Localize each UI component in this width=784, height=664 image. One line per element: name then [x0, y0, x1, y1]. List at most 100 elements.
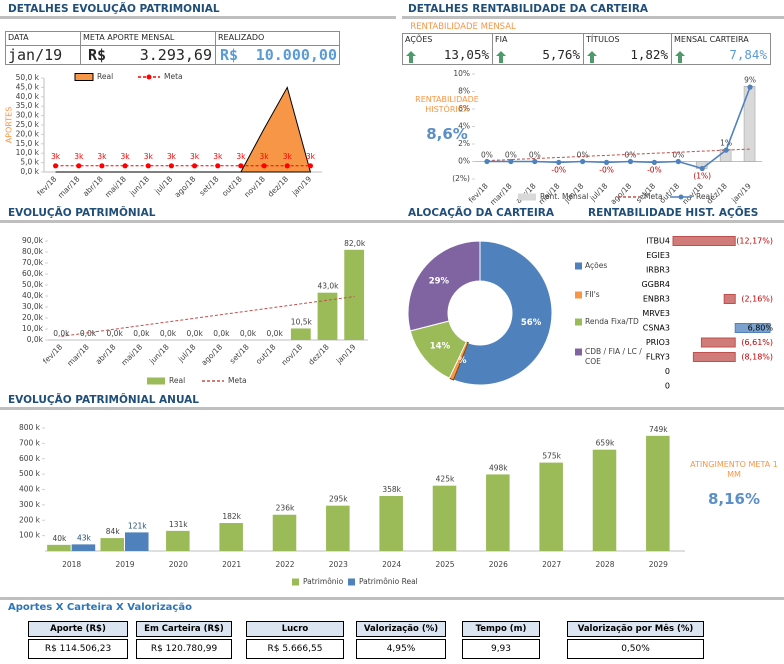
arrow-icon [675, 51, 685, 63]
data-label: 3k [97, 152, 107, 161]
side-title: RENTABILIDADE HISTÓRICA [415, 95, 479, 114]
y-tick-label: 20,0k [22, 313, 44, 322]
y-tick-label: 50,0 k [16, 73, 40, 82]
data-label: 43k [77, 533, 92, 542]
marker [215, 163, 221, 169]
arrow-icon [406, 51, 416, 63]
marker [168, 163, 175, 169]
bar [219, 523, 243, 551]
y-tick-label: 50,0k [22, 280, 44, 289]
legend-label: FII's [585, 290, 600, 299]
data-label: 575k [542, 452, 561, 461]
data-label: 3k [213, 152, 223, 161]
data-label: 3k [121, 152, 131, 161]
category-label: GGBR4 [641, 280, 670, 289]
rent-value: 7,84% [729, 47, 767, 62]
data-label: 236k [276, 504, 295, 513]
data-label: 3k [74, 152, 84, 161]
legend-swatch [348, 578, 355, 586]
data-label: 0% [481, 151, 493, 160]
side-value: 8,6% [426, 125, 468, 143]
line [486, 86, 751, 170]
bar [47, 544, 71, 551]
footer-label: Lucro [246, 621, 344, 637]
y-tick-label: 20,0 k [16, 129, 40, 138]
marker [508, 158, 514, 165]
footer-value: 9,93 [462, 639, 540, 659]
marker [122, 163, 128, 169]
data-label: (6,61%) [741, 338, 773, 347]
line [61, 296, 355, 337]
footer-value: R$ 5.666,55 [246, 639, 344, 659]
y-tick-label: 30,0k [22, 302, 44, 311]
data-label: 425k [436, 475, 455, 484]
x-tick-label: jul/18 [176, 342, 198, 364]
x-tick-label: abr/18 [94, 342, 118, 366]
section-heading: EVOLUÇÃO PATRIMÔNIAL ANUAL [8, 394, 199, 406]
footer-label: Valorização (%) [356, 621, 446, 637]
marker [484, 158, 490, 165]
separator [0, 407, 784, 410]
y-tick-label: 2% [458, 139, 470, 148]
category-label: 0 [665, 367, 670, 376]
y-tick-label: 40,0k [22, 291, 44, 300]
data-label: (12,17%) [736, 237, 773, 246]
data-label: 1% [452, 356, 467, 366]
line [486, 148, 751, 162]
legend-swatch [575, 291, 582, 299]
y-axis-label: APORTES [5, 107, 14, 144]
bar [166, 530, 190, 551]
legend-swatch [146, 74, 152, 80]
arrow-icon [587, 51, 597, 63]
data-label: (1%) [693, 172, 711, 181]
data-label: 182k [222, 512, 241, 521]
legend-label: Meta [644, 192, 663, 201]
data-label: (8,18%) [741, 353, 773, 362]
column-header: REALIZADO [218, 33, 265, 42]
separator [0, 220, 784, 223]
data-label: 358k [382, 485, 401, 494]
legend-label: Patrimônio Real [359, 577, 418, 586]
footer-label: Em Carteira (R$) [136, 621, 232, 637]
x-tick-label: jul/18 [587, 181, 609, 203]
column-header: META APORTE MENSAL [83, 33, 175, 42]
data-label: 0% [505, 151, 517, 160]
category-label: ITBU4 [646, 237, 670, 246]
y-tick-label: 300 k [19, 500, 41, 509]
area [55, 86, 312, 173]
legend-label: Meta [164, 72, 183, 81]
marker [651, 159, 657, 165]
legend-label: Meta [228, 376, 247, 385]
pie-slice [407, 240, 481, 332]
bar [734, 323, 771, 333]
y-tick-label: 700 k [19, 438, 41, 447]
x-tick-label: set/18 [228, 342, 251, 365]
data-label: 0,0k [160, 329, 177, 338]
separator [215, 31, 216, 65]
data-label: 82,0k [344, 239, 366, 248]
data-label: 0,0k [267, 329, 284, 338]
footer-label: Valorização por Mês (%) [567, 621, 704, 637]
y-tick-label: 0,0k [27, 335, 44, 344]
data-label: 0% [529, 151, 541, 160]
x-tick-label: dez/18 [307, 342, 331, 366]
y-tick-label: 90,0k [22, 236, 44, 245]
currency: R$ [220, 46, 239, 64]
y-tick-label: 10,0k [22, 324, 44, 333]
marker [284, 163, 290, 169]
marker [603, 159, 610, 165]
data-label: 121k [128, 521, 147, 530]
legend-swatch [678, 194, 684, 200]
marker [307, 163, 314, 169]
x-tick-label: 2024 [382, 560, 401, 569]
footer-label: Tempo (m) [462, 621, 540, 637]
bar [125, 532, 149, 551]
data-label: 0,0k [80, 329, 97, 338]
up-arrow [675, 48, 685, 63]
rent-title: RENTABILIDADE MENSAL [410, 22, 516, 32]
up-arrow [587, 48, 597, 63]
data-label: (2,16%) [741, 295, 773, 304]
marker [580, 158, 586, 165]
section-heading: RENTABILIDADE HIST. AÇÕES [588, 207, 759, 219]
y-tick-label: 45,0 k [16, 82, 40, 91]
